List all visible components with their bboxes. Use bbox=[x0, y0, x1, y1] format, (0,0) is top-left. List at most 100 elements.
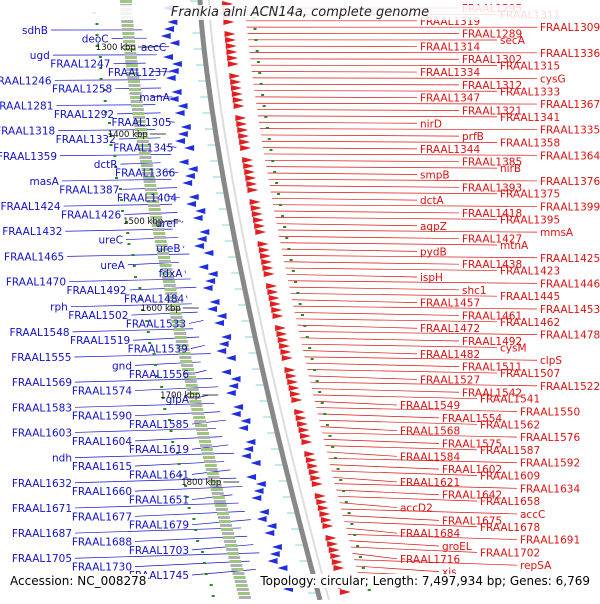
leader-line bbox=[135, 412, 220, 416]
gene-label-left: FRAAL1502 bbox=[68, 310, 128, 322]
feature-block bbox=[158, 256, 170, 259]
gene-arrow-reverse bbox=[231, 411, 241, 417]
gene-arrow-forward bbox=[310, 475, 321, 481]
leader-line bbox=[282, 249, 417, 251]
gene-arrow-forward bbox=[254, 223, 265, 229]
gene-label-right: FRAAL1472 bbox=[420, 323, 480, 335]
gene-arrow-forward bbox=[250, 199, 261, 205]
gene-label-left: ureA bbox=[100, 260, 125, 272]
gene-arrow-reverse bbox=[186, 201, 196, 207]
gene-label-left: FRAAL1332 bbox=[56, 134, 116, 146]
feature-block bbox=[144, 184, 156, 187]
gene-arrow-reverse bbox=[219, 341, 229, 347]
tick-dot bbox=[121, 210, 124, 212]
gene-label-left: FRAAL1492 bbox=[66, 285, 126, 297]
tick-dot bbox=[95, 23, 98, 25]
leader-line bbox=[135, 387, 218, 391]
leader-line bbox=[288, 281, 537, 284]
leader-line bbox=[289, 287, 459, 290]
feature-block bbox=[205, 464, 217, 467]
gene-arrow-forward bbox=[266, 283, 277, 289]
feature-block bbox=[201, 448, 213, 451]
gene-label-right: clpS bbox=[540, 355, 562, 367]
leader-line bbox=[283, 255, 537, 257]
scale-tick-label: 1600 kbp bbox=[141, 304, 181, 314]
feature-block bbox=[153, 232, 165, 235]
gene-arrow-forward bbox=[327, 541, 338, 547]
leader-line bbox=[274, 211, 459, 213]
feature-block bbox=[164, 284, 176, 287]
gene-arrow-forward bbox=[340, 589, 351, 595]
gene-label-left: FRAAL1359 bbox=[0, 151, 57, 163]
gene-arrow-forward bbox=[253, 217, 264, 223]
tick-dot bbox=[178, 463, 181, 465]
tick-dot bbox=[258, 72, 261, 74]
gene-label-right: FRAAL1684 bbox=[400, 528, 460, 540]
feature-block bbox=[212, 492, 224, 495]
gene-label-left: FRAAL1583 bbox=[12, 402, 72, 414]
tick-dot bbox=[342, 490, 345, 492]
leader-line bbox=[297, 325, 417, 328]
tick-dot bbox=[353, 534, 356, 536]
feature-block bbox=[222, 532, 234, 535]
gene-arrow-forward bbox=[280, 349, 291, 355]
feature-block bbox=[196, 428, 208, 431]
gene-arrow-forward bbox=[242, 157, 253, 163]
gene-label-left: FRAAL1604 bbox=[72, 436, 132, 448]
gene-label-right: FRAAL1541 bbox=[480, 394, 540, 406]
gene-label-left: dctR bbox=[94, 159, 118, 171]
tick-dot bbox=[210, 584, 213, 586]
gene-arrow-forward bbox=[301, 439, 312, 445]
feature-block bbox=[225, 544, 237, 547]
leader-line bbox=[295, 312, 459, 315]
gene-label-right: FRAAL1333 bbox=[500, 86, 560, 98]
tick-dot bbox=[287, 248, 290, 250]
leader-line bbox=[186, 296, 187, 299]
gene-arrow-forward bbox=[226, 43, 237, 49]
gene-arrow-reverse bbox=[264, 530, 274, 536]
gene-label-left: masA bbox=[29, 176, 59, 188]
gene-label-right: FRAAL1309 bbox=[540, 22, 600, 34]
gene-arrow-forward bbox=[319, 511, 330, 517]
tick-dot bbox=[316, 380, 319, 382]
tick-dot bbox=[113, 155, 116, 157]
feature-block bbox=[149, 212, 161, 215]
feature-block bbox=[149, 208, 161, 211]
feature-block bbox=[132, 112, 144, 115]
gene-arrow-forward bbox=[252, 211, 263, 217]
gene-arrow-forward bbox=[229, 73, 240, 79]
feature-block bbox=[165, 288, 177, 291]
gene-label-right: FRAAL1367 bbox=[540, 99, 600, 111]
feature-block bbox=[192, 412, 204, 415]
gene-label-right: FRAAL1314 bbox=[420, 41, 480, 53]
gene-arrow-reverse bbox=[226, 390, 236, 396]
tick-dot bbox=[171, 441, 174, 443]
gene-label-right: smpB bbox=[420, 170, 450, 182]
gene-arrow-reverse bbox=[256, 481, 266, 487]
tick-dot bbox=[263, 105, 266, 107]
tick-dot bbox=[345, 501, 348, 503]
tick-dot bbox=[306, 336, 309, 338]
gene-label-left: FRAAL1366 bbox=[115, 168, 175, 180]
feature-block bbox=[207, 472, 219, 475]
leader-line bbox=[254, 91, 497, 92]
gene-label-right: FRAAL1335 bbox=[540, 125, 600, 137]
tick-dot bbox=[273, 171, 276, 173]
gene-arrow-forward bbox=[318, 505, 329, 511]
gene-label-right: FRAAL1334 bbox=[420, 67, 480, 79]
gene-arrow-forward bbox=[321, 517, 332, 523]
gene-arrow-forward bbox=[243, 163, 254, 169]
feature-block bbox=[163, 280, 175, 283]
leader-line bbox=[300, 338, 459, 341]
tick-dot bbox=[134, 276, 137, 278]
gene-label-right: FRAAL1691 bbox=[520, 535, 580, 547]
tick-dot bbox=[268, 138, 271, 140]
gene-arrow-forward bbox=[286, 373, 297, 379]
leader-line bbox=[284, 262, 459, 264]
leader-line bbox=[313, 395, 477, 399]
leader-line bbox=[278, 230, 537, 232]
feature-block bbox=[211, 488, 223, 491]
leader-line bbox=[318, 414, 439, 418]
gene-arrow-reverse bbox=[197, 236, 207, 242]
leader-line bbox=[277, 224, 417, 226]
